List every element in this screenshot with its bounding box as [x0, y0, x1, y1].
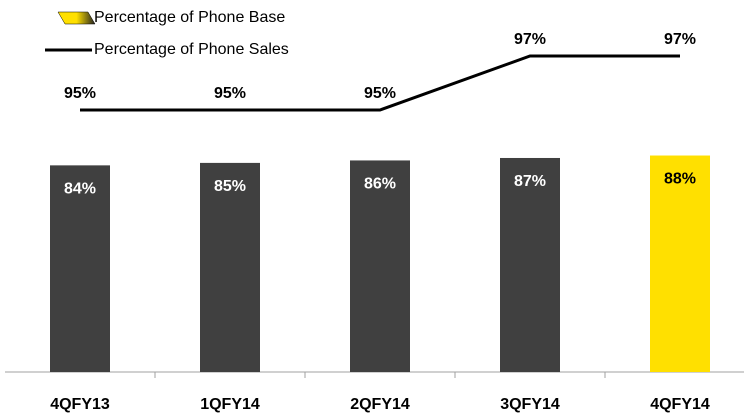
bar-value-label: 85% — [214, 178, 246, 195]
line — [80, 54, 680, 112]
bar — [50, 165, 110, 372]
bar-value-label: 88% — [664, 171, 696, 188]
legend-swatch-bar — [57, 11, 96, 25]
bar-value-label: 84% — [64, 181, 96, 198]
bar-value-label: 86% — [364, 176, 396, 193]
bar — [350, 160, 410, 372]
bar — [200, 162, 260, 372]
x-tick-label: 1QFY14 — [200, 396, 260, 413]
x-tick-label: 4QFY13 — [50, 396, 110, 413]
line-value-label: 95% — [364, 85, 396, 102]
bar — [650, 155, 710, 372]
bar-value-label: 87% — [514, 173, 546, 190]
bar — [500, 157, 560, 372]
line-value-label: 95% — [64, 85, 96, 102]
x-tick-label: 2QFY14 — [350, 396, 410, 413]
line-value-label: 97% — [514, 31, 546, 48]
line-value-label: 97% — [664, 31, 696, 48]
x-tick-label: 3QFY14 — [500, 396, 560, 413]
line-value-label: 95% — [214, 85, 246, 102]
legend-label: Percentage of Phone Base — [94, 9, 285, 26]
legend-label: Percentage of Phone Sales — [94, 41, 289, 58]
x-tick-label: 4QFY14 — [650, 396, 710, 413]
